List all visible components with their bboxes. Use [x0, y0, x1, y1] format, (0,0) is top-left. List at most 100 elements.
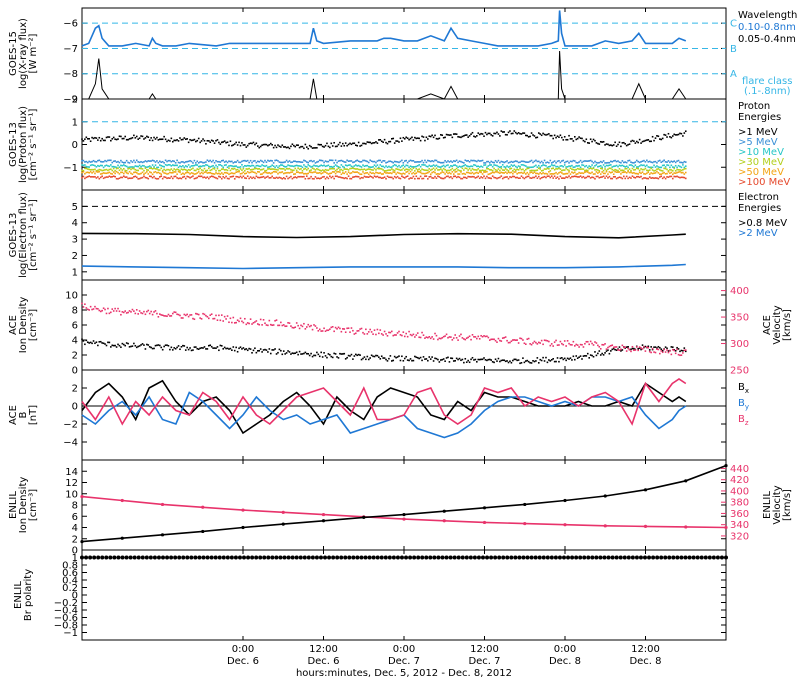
data-point	[512, 161, 514, 164]
data-point	[365, 164, 367, 167]
data-point	[643, 164, 645, 167]
data-point	[523, 521, 527, 526]
legend-title: Proton	[738, 101, 770, 112]
data-point	[429, 337, 432, 340]
data-point	[270, 555, 275, 560]
data-point	[588, 357, 591, 359]
data-point	[355, 555, 360, 560]
data-point	[478, 133, 481, 136]
data-point	[584, 140, 586, 143]
data-point	[268, 144, 271, 146]
data-point	[98, 159, 101, 162]
data-point	[305, 146, 308, 148]
data-point	[357, 353, 360, 356]
data-point	[642, 555, 647, 560]
data-point	[173, 311, 176, 313]
data-point	[256, 145, 259, 147]
data-point	[293, 173, 295, 175]
data-point	[212, 172, 214, 175]
data-point	[256, 350, 259, 352]
data-point	[134, 168, 137, 171]
data-point	[451, 167, 454, 170]
data-point	[403, 160, 406, 162]
data-point	[401, 165, 403, 167]
data-point	[474, 358, 477, 361]
data-point	[527, 161, 530, 163]
data-point	[590, 555, 595, 560]
data-point	[445, 169, 448, 172]
data-point	[386, 142, 389, 145]
data-point	[598, 165, 601, 168]
data-point	[676, 134, 678, 136]
data-point	[622, 141, 625, 144]
data-point	[265, 176, 268, 178]
data-point	[445, 175, 448, 178]
data-point	[561, 342, 563, 345]
data-point	[365, 160, 367, 162]
data-point	[622, 165, 625, 167]
data-point	[667, 160, 670, 162]
data-point	[349, 167, 351, 170]
data-point	[395, 173, 397, 175]
data-point	[627, 169, 629, 172]
data-point	[409, 358, 412, 360]
data-point	[437, 165, 439, 168]
data-point	[137, 165, 139, 168]
data-point	[448, 161, 451, 163]
data-point	[108, 341, 111, 344]
data-point	[543, 360, 546, 362]
data-point	[258, 176, 261, 179]
data-point	[634, 172, 637, 175]
data-point	[121, 161, 124, 163]
data-point	[486, 175, 488, 178]
data-point	[333, 141, 335, 144]
data-point	[261, 351, 263, 353]
data-point	[476, 171, 478, 174]
y-tick-label: −9	[63, 95, 78, 106]
data-point	[424, 169, 426, 171]
data-point	[157, 166, 160, 169]
data-point	[134, 175, 137, 178]
data-point	[246, 170, 249, 173]
data-point	[579, 175, 582, 177]
data-point	[525, 360, 527, 362]
data-point	[638, 169, 641, 172]
data-point	[258, 168, 261, 170]
data-point	[476, 555, 481, 560]
data-point	[481, 159, 484, 162]
data-point	[422, 172, 425, 175]
data-point	[241, 160, 243, 163]
x-tick-time: 0:00	[554, 644, 576, 655]
data-point	[530, 159, 533, 162]
data-point	[399, 172, 402, 175]
data-point	[648, 349, 651, 351]
data-point	[320, 330, 322, 332]
data-point	[396, 171, 399, 174]
data-point	[285, 352, 288, 354]
data-point	[342, 169, 344, 172]
data-point	[655, 555, 660, 560]
data-point	[526, 338, 529, 340]
data-point	[176, 313, 178, 316]
data-point	[210, 139, 213, 142]
data-point	[241, 508, 245, 512]
data-point	[445, 171, 448, 174]
data-point	[229, 164, 232, 167]
data-point	[679, 161, 681, 164]
data-point	[249, 142, 252, 144]
left-axis-label-line: ENLIL	[8, 491, 19, 519]
data-point	[650, 351, 652, 354]
data-point	[356, 175, 359, 178]
data-point	[300, 172, 302, 174]
data-point	[549, 360, 552, 362]
data-point	[403, 165, 406, 168]
data-point	[599, 160, 602, 163]
data-point	[326, 165, 328, 167]
data-point	[182, 172, 184, 175]
data-point	[105, 136, 108, 139]
data-point	[291, 161, 294, 163]
data-point	[615, 164, 618, 167]
data-point	[148, 175, 151, 178]
data-point	[148, 139, 151, 142]
data-point	[507, 166, 510, 168]
